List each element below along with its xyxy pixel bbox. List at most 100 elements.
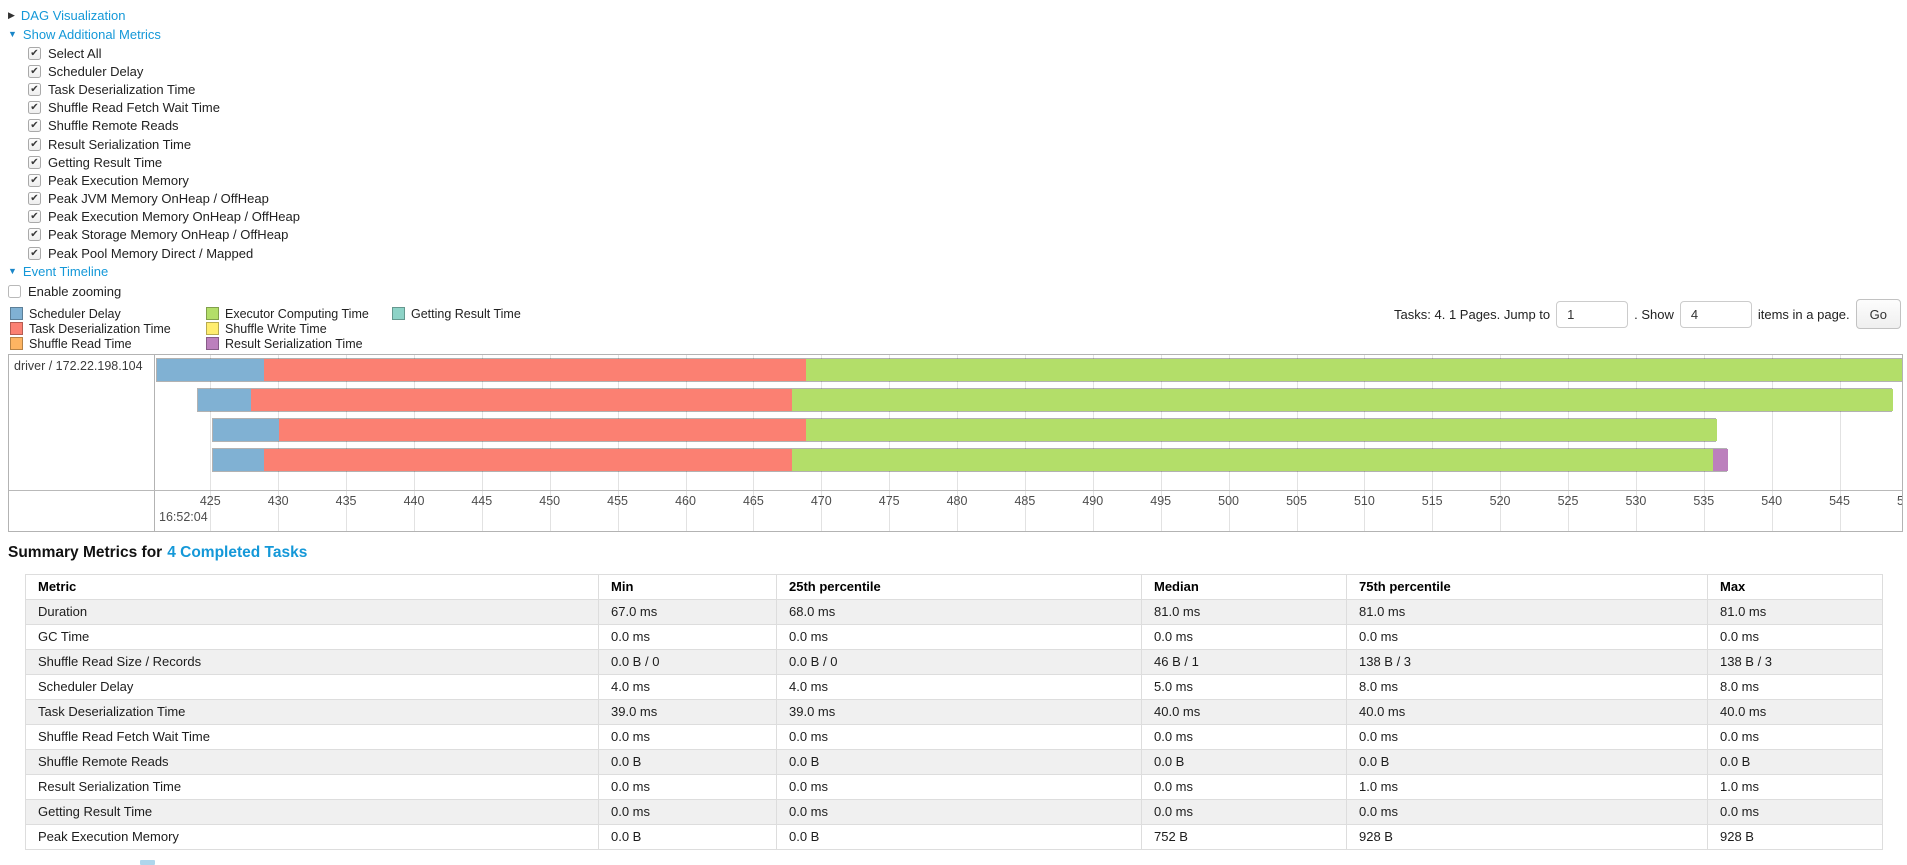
legend-swatch (10, 307, 23, 320)
metric-checkbox-label[interactable]: Select All (48, 45, 102, 61)
go-button[interactable]: Go (1855, 299, 1901, 329)
axis-tick-label: 470 (810, 494, 832, 508)
table-row: Peak Execution Memory 0.0 B 0.0 B 752 B 928 … (25, 824, 1883, 850)
table-row: Shuffle Read Fetch Wait Time 0.0 ms 0.0 ms… (25, 724, 1883, 750)
metric-value-cell: 0.0 ms (1707, 624, 1883, 650)
axis-tick-label: 445 (471, 494, 493, 508)
segment-task-deserialization (250, 389, 793, 411)
axis-divider (9, 490, 1902, 491)
metric-checkbox-label[interactable]: Peak Pool Memory Direct / Mapped (48, 245, 254, 261)
metric-checkbox[interactable]: ✔ (28, 155, 41, 169)
metric-checkbox-label[interactable]: Peak JVM Memory OnHeap / OffHeap (48, 191, 269, 207)
metric-checkbox[interactable]: ✔ (28, 192, 41, 206)
metric-checkbox[interactable]: ✔ (28, 246, 41, 260)
metric-checkbox-label[interactable]: Result Serialization Time (48, 136, 192, 152)
metric-checkbox-label[interactable]: Peak Storage Memory OnHeap / OffHeap (48, 227, 289, 243)
executor-label: driver / 172.22.198.104 (14, 359, 143, 373)
metric-checkbox-label[interactable]: Shuffle Remote Reads (48, 118, 179, 134)
table-row: Shuffle Read Size / Records 0.0 B / 0 0.0 … (25, 649, 1883, 675)
metric-checkbox-label[interactable]: Task Deserialization Time (48, 81, 196, 97)
completed-tasks-link[interactable]: 4 Completed Tasks (167, 544, 308, 561)
legend-swatch (206, 337, 219, 350)
legend-label: Shuffle Write Time (225, 321, 327, 336)
metric-checkbox-label[interactable]: Getting Result Time (48, 154, 163, 170)
legend-swatch (206, 322, 219, 335)
metric-value-cell: 138 B / 3 (1346, 649, 1708, 675)
metric-checkbox-row: ✔ Peak Execution Memory (28, 171, 300, 189)
metric-checkbox[interactable]: ✔ (28, 64, 41, 78)
metric-checkbox[interactable]: ✔ (28, 173, 41, 187)
metric-value-cell: 0.0 ms (598, 799, 777, 825)
task-bar[interactable] (211, 418, 1717, 442)
metric-checkbox[interactable]: ✔ (28, 82, 41, 96)
event-timeline-link[interactable]: Event Timeline (22, 264, 109, 280)
axis-gridline (1024, 355, 1026, 531)
legend-item: Shuffle Read Time (10, 336, 206, 351)
column-header: 75th percentile (1346, 574, 1708, 600)
metric-value-cell: 138 B / 3 (1707, 649, 1883, 675)
jump-to-page-input[interactable] (1556, 300, 1629, 328)
axis-gridline (1568, 355, 1569, 531)
metric-value-cell: 67.0 ms (598, 599, 777, 625)
axis-tick-label: 480 (946, 494, 968, 508)
metric-value-cell: 5.0 ms (1141, 674, 1347, 700)
dag-visualization-toggle[interactable]: ▶ DAG Visualization (8, 6, 300, 25)
task-bar[interactable] (211, 448, 1728, 472)
task-bar[interactable] (196, 388, 1894, 412)
axis-gridline (1703, 355, 1705, 531)
pagination-text: items in a page. (1757, 306, 1850, 322)
metric-checkbox-row: ✔ Peak Storage Memory OnHeap / OffHeap (28, 226, 300, 244)
items-per-page-input[interactable] (1679, 300, 1752, 328)
axis-tick-label: 500 (1218, 494, 1240, 508)
segment-task-deserialization (279, 419, 806, 441)
metric-value-cell: 46 B / 1 (1141, 649, 1347, 675)
dag-visualization-link[interactable]: DAG Visualization (20, 8, 126, 23)
metric-checkbox-row: ✔ Peak Execution Memory OnHeap / OffHeap (28, 208, 300, 226)
axis-gridline (1771, 355, 1773, 531)
metric-checkbox-list: ✔ Select All ✔ Scheduler Delay ✔ Task Deseria… (28, 44, 300, 262)
metric-value-cell: 0.0 ms (1141, 774, 1347, 800)
table-row: Duration 67.0 ms 68.0 ms 81.0 ms 81.0 ms 81.0… (25, 599, 1883, 625)
legend-label: Shuffle Read Time (29, 336, 132, 351)
metric-checkbox-row: ✔ Peak Pool Memory Direct / Mapped (28, 244, 300, 262)
legend-swatch (206, 307, 219, 320)
axis-gridline (889, 355, 891, 531)
table-row: Shuffle Remote Reads 0.0 B 0.0 B 0.0 B 0.0 B… (25, 749, 1883, 775)
metric-value-cell: 0.0 ms (776, 774, 1142, 800)
metric-checkbox-label[interactable]: Shuffle Read Fetch Wait Time (48, 100, 220, 116)
enable-zooming-checkbox[interactable] (8, 284, 21, 298)
summary-title-text: Summary Metrics for (8, 544, 163, 561)
segment-executor-computing (805, 419, 1717, 441)
metric-name-cell: Shuffle Read Fetch Wait Time (25, 724, 599, 750)
show-additional-metrics-toggle[interactable]: ▼ Show Additional Metrics (8, 25, 300, 44)
axis-gridline (1160, 355, 1162, 531)
metric-checkbox[interactable]: ✔ (28, 137, 41, 151)
show-additional-metrics-link[interactable]: Show Additional Metrics (22, 27, 161, 42)
axis-gridline (549, 355, 551, 531)
table-row: Scheduler Delay 4.0 ms 4.0 ms 5.0 ms 8.0 ms 8… (25, 674, 1883, 700)
metric-checkbox[interactable]: ✔ (28, 101, 41, 115)
metric-checkbox[interactable]: ✔ (28, 119, 41, 133)
axis-tick-label: 485 (1014, 494, 1036, 508)
task-bar[interactable] (156, 358, 1902, 382)
axis-tick-label: 515 (1421, 494, 1443, 508)
metric-checkbox-label[interactable]: Peak Execution Memory (48, 172, 189, 188)
metric-checkbox-label[interactable]: Scheduler Delay (48, 63, 144, 79)
metric-name-cell: Shuffle Remote Reads (25, 749, 599, 775)
metric-checkbox-label[interactable]: Peak Execution Memory OnHeap / OffHeap (48, 209, 300, 225)
legend-item: Executor Computing Time (206, 306, 392, 321)
axis-tick-label: 430 (267, 494, 289, 508)
metric-name-cell: Task Deserialization Time (25, 699, 599, 725)
event-timeline-toggle[interactable]: ▼ Event Timeline (8, 262, 300, 281)
segment-task-deserialization (264, 359, 806, 381)
table-row: GC Time 0.0 ms 0.0 ms 0.0 ms 0.0 ms 0.0 ms (25, 624, 1883, 650)
metric-value-cell: 0.0 B (776, 824, 1142, 850)
metric-checkbox[interactable]: ✔ (28, 228, 41, 242)
enable-zooming-label[interactable]: Enable zooming (28, 283, 122, 299)
metric-checkbox[interactable]: ✔ (28, 210, 41, 224)
metric-name-cell: Result Serialization Time (25, 774, 599, 800)
metric-checkbox[interactable]: ✔ (28, 46, 41, 60)
metric-value-cell: 0.0 ms (1346, 724, 1708, 750)
segment-scheduler-delay (197, 389, 251, 411)
chevron-down-icon: ▼ (8, 266, 17, 277)
